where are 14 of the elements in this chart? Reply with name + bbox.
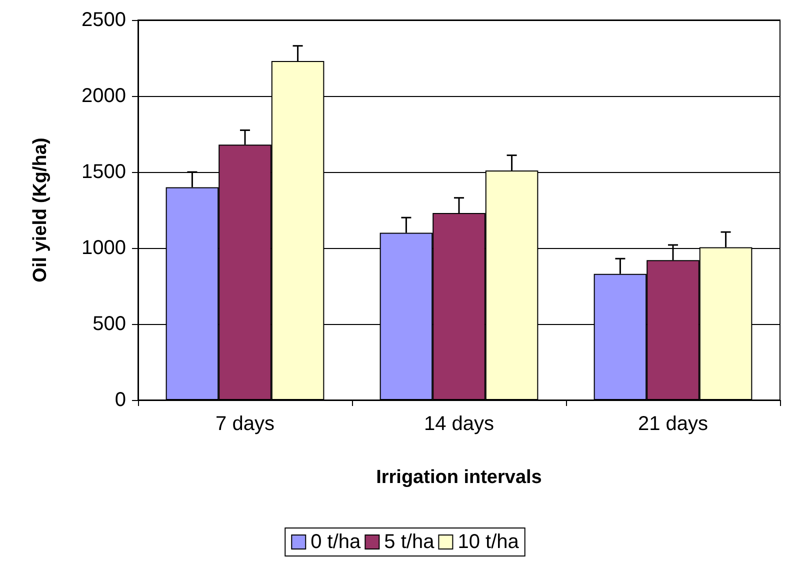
x-axis-title: Irrigation intervals xyxy=(376,467,542,488)
legend-label: 10 t/ha xyxy=(458,531,520,553)
y-tick-label: 2500 xyxy=(82,9,126,31)
y-tick-label: 1000 xyxy=(82,237,126,259)
y-tick-label: 500 xyxy=(92,313,126,335)
x-tick-label: 7 days xyxy=(216,413,274,435)
y-tick-label: 2000 xyxy=(82,85,126,107)
y-axis-title: Oil yield (Kg/ha) xyxy=(30,138,51,282)
x-tick-label: 14 days xyxy=(424,413,494,435)
y-tick-label: 0 xyxy=(114,389,126,411)
legend-label: 0 t/ha xyxy=(310,531,362,553)
legend-label: 5 t/ha xyxy=(384,531,436,553)
y-tick-label: 1500 xyxy=(82,161,126,183)
x-tick-label: 21 days xyxy=(638,413,708,435)
